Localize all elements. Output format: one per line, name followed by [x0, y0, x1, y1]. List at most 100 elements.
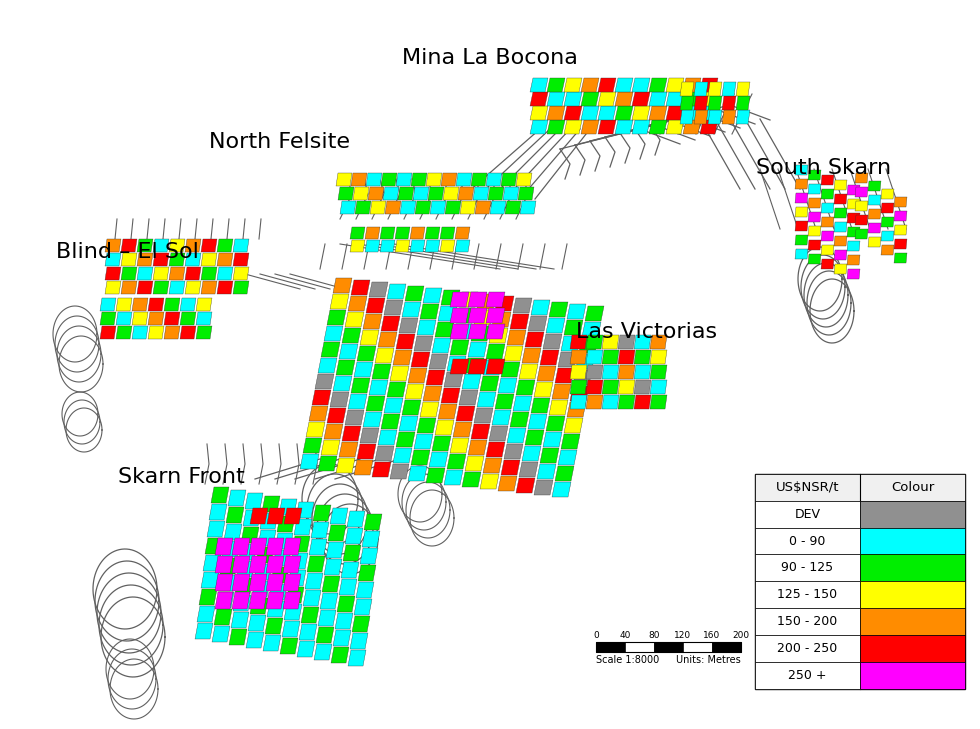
Text: 120: 120: [674, 631, 692, 639]
Bar: [755, 474, 965, 689]
Text: 125 - 150: 125 - 150: [777, 588, 837, 601]
Polygon shape: [585, 306, 604, 321]
Polygon shape: [384, 398, 403, 413]
Polygon shape: [341, 562, 359, 578]
Polygon shape: [549, 302, 568, 317]
Bar: [755, 528, 860, 555]
Polygon shape: [708, 110, 722, 124]
Polygon shape: [444, 470, 463, 485]
Polygon shape: [169, 239, 185, 252]
Polygon shape: [249, 574, 267, 591]
Polygon shape: [339, 579, 357, 595]
Polygon shape: [528, 414, 547, 429]
Polygon shape: [808, 254, 821, 264]
Polygon shape: [327, 408, 346, 423]
Polygon shape: [808, 226, 821, 236]
Polygon shape: [531, 398, 550, 413]
Bar: [860, 582, 965, 608]
Polygon shape: [201, 572, 219, 588]
Polygon shape: [220, 558, 238, 574]
Polygon shape: [650, 335, 667, 349]
Polygon shape: [116, 298, 132, 311]
Polygon shape: [598, 92, 616, 106]
Polygon shape: [649, 92, 667, 106]
Polygon shape: [868, 237, 881, 247]
Polygon shape: [564, 418, 583, 433]
Polygon shape: [269, 584, 287, 600]
Polygon shape: [540, 350, 559, 365]
Polygon shape: [405, 384, 424, 399]
Polygon shape: [372, 462, 391, 477]
Polygon shape: [495, 296, 514, 311]
Polygon shape: [121, 267, 137, 280]
Polygon shape: [507, 330, 526, 345]
Polygon shape: [881, 217, 894, 227]
Polygon shape: [564, 106, 582, 120]
Polygon shape: [314, 644, 332, 660]
Polygon shape: [530, 120, 548, 134]
Polygon shape: [339, 442, 358, 457]
Polygon shape: [650, 380, 667, 394]
Bar: [860, 555, 965, 582]
Polygon shape: [362, 531, 380, 547]
Polygon shape: [855, 229, 868, 239]
Polygon shape: [531, 300, 550, 315]
Polygon shape: [855, 173, 868, 183]
Polygon shape: [455, 240, 470, 252]
Polygon shape: [632, 78, 650, 92]
Polygon shape: [441, 173, 457, 186]
Polygon shape: [413, 187, 429, 200]
Text: 80: 80: [648, 631, 660, 639]
Polygon shape: [116, 312, 132, 325]
Polygon shape: [137, 267, 153, 280]
Polygon shape: [555, 368, 574, 383]
Polygon shape: [855, 201, 868, 211]
Polygon shape: [855, 215, 868, 225]
Polygon shape: [277, 516, 295, 532]
Polygon shape: [808, 184, 821, 194]
Polygon shape: [795, 179, 808, 189]
Polygon shape: [324, 326, 343, 341]
Polygon shape: [534, 480, 553, 495]
Bar: [755, 474, 965, 501]
Polygon shape: [330, 392, 349, 407]
Polygon shape: [540, 448, 559, 463]
Polygon shape: [486, 442, 505, 457]
Polygon shape: [301, 607, 319, 623]
Polygon shape: [453, 422, 472, 437]
Polygon shape: [372, 364, 391, 379]
Polygon shape: [217, 281, 233, 294]
Polygon shape: [795, 193, 808, 203]
Polygon shape: [736, 82, 750, 96]
Polygon shape: [821, 203, 834, 213]
Polygon shape: [546, 416, 565, 431]
Polygon shape: [432, 436, 451, 451]
Polygon shape: [368, 187, 384, 200]
Polygon shape: [598, 78, 616, 92]
Polygon shape: [237, 561, 255, 577]
Polygon shape: [333, 278, 352, 293]
Text: 160: 160: [704, 631, 720, 639]
Polygon shape: [602, 395, 619, 409]
Polygon shape: [683, 106, 701, 120]
Polygon shape: [547, 106, 565, 120]
Polygon shape: [364, 514, 382, 530]
Polygon shape: [847, 213, 860, 223]
Polygon shape: [473, 187, 489, 200]
Polygon shape: [666, 120, 684, 134]
Polygon shape: [680, 110, 694, 124]
Polygon shape: [316, 627, 334, 643]
Polygon shape: [243, 510, 261, 526]
Polygon shape: [519, 364, 538, 379]
Polygon shape: [471, 173, 487, 186]
Polygon shape: [708, 96, 722, 110]
Polygon shape: [576, 354, 595, 369]
Polygon shape: [821, 175, 834, 185]
Polygon shape: [402, 400, 421, 415]
Bar: [683, 642, 711, 652]
Polygon shape: [121, 239, 137, 252]
Polygon shape: [196, 326, 212, 339]
Polygon shape: [530, 106, 548, 120]
Polygon shape: [250, 598, 268, 614]
Polygon shape: [486, 359, 505, 374]
